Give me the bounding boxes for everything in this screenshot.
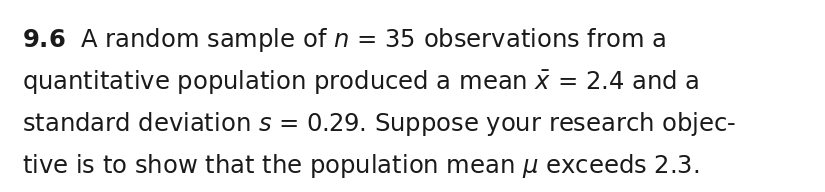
Text: standard deviation $s$ = 0.29. Suppose your research objec-: standard deviation $s$ = 0.29. Suppose y… [22,110,737,138]
Text: quantitative population produced a mean $\bar{x}$ = 2.4 and a: quantitative population produced a mean … [22,68,700,96]
Text: tive is to show that the population mean $\mu$ exceeds 2.3.: tive is to show that the population mean… [22,152,700,180]
Text: $\mathbf{9.6}$  A random sample of $n$ = 35 observations from a: $\mathbf{9.6}$ A random sample of $n$ = … [22,26,666,54]
